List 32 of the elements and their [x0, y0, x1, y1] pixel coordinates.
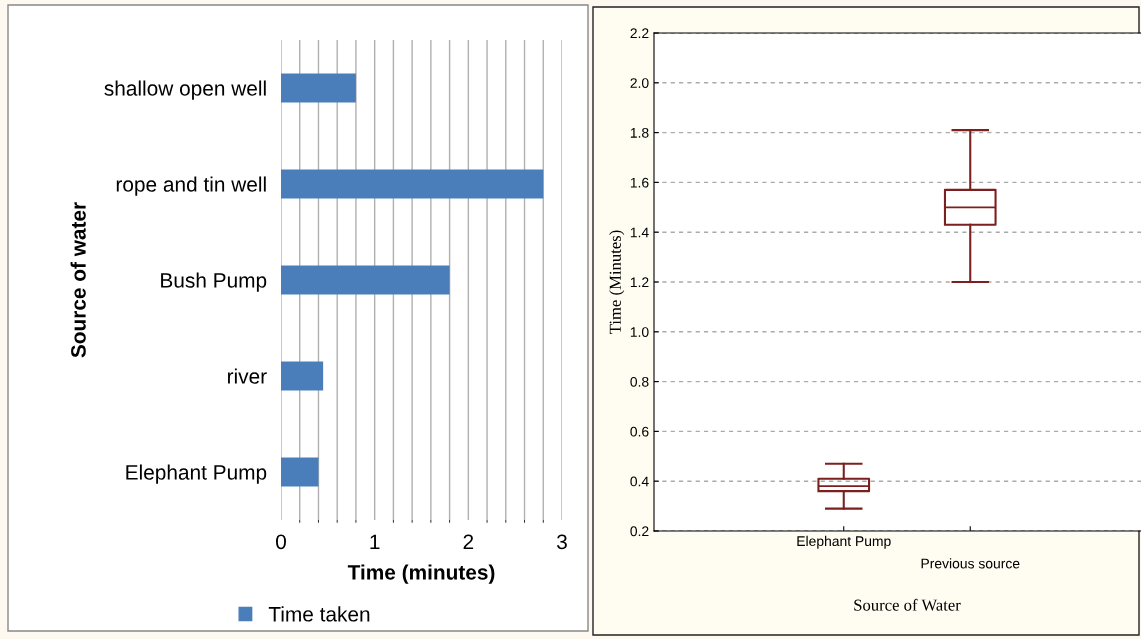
y-axis-title: Source of water — [70, 202, 86, 358]
y-tick-label: 2.0 — [630, 78, 649, 88]
y-tick-label: 0.4 — [630, 476, 649, 487]
y-tick-label: shallow open well — [104, 80, 266, 100]
y-tick-label: Bush Pump — [161, 272, 267, 292]
y-axis-title: Time (Minutes) — [609, 230, 625, 334]
y-tick-label: 1.4 — [630, 227, 649, 238]
x-axis-title: Source of Water — [854, 598, 961, 611]
y-tick-label: 1.2 — [630, 277, 649, 288]
y-tick-label: 1.8 — [630, 127, 649, 138]
bar — [281, 169, 544, 199]
y-tick-label: 1.0 — [630, 327, 649, 337]
x-tick-label: Previous source — [921, 558, 1020, 569]
y-tick-label: river — [227, 368, 267, 384]
x-tick-label: Elephant Pump — [797, 535, 891, 549]
x-tick-label: 1 — [370, 534, 380, 549]
x-tick-label: 3 — [557, 534, 567, 550]
y-tick-label: 2.2 — [630, 28, 649, 39]
y-tick-label: rope and tin well — [116, 176, 266, 196]
y-tick-label: 0.6 — [630, 426, 649, 437]
y-tick-label: 1.6 — [630, 177, 649, 188]
legend-label: Time taken — [268, 606, 370, 622]
y-tick-label: 0.8 — [630, 376, 649, 387]
bar — [281, 265, 450, 295]
x-axis-title: Time (minutes) — [347, 564, 495, 584]
bar — [281, 361, 324, 391]
y-tick-label: Elephant Pump — [126, 464, 267, 484]
bar — [281, 73, 356, 103]
y-tick-label: 0.2 — [630, 526, 649, 537]
x-tick-label: 2 — [463, 534, 474, 549]
x-tick-label: 0 — [276, 534, 286, 550]
bar — [281, 457, 319, 487]
